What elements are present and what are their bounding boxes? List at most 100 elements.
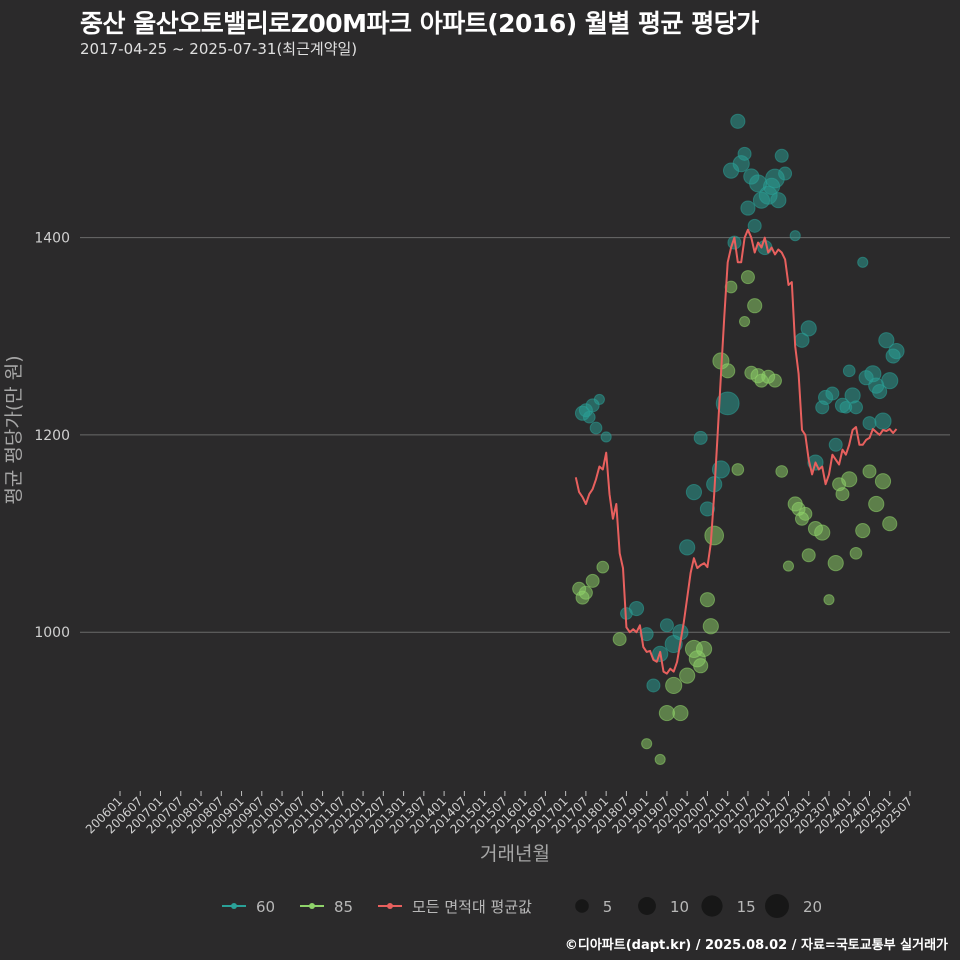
point-60 (628, 600, 645, 617)
point-85 (882, 516, 898, 532)
point-60 (685, 484, 703, 501)
point-85 (739, 315, 751, 328)
legend-size-label: 5 (603, 898, 613, 916)
point-60 (747, 218, 762, 233)
point-85 (775, 465, 789, 478)
point-85 (740, 270, 755, 285)
chart-subtitle: 2017-04-25 ~ 2025-07-31(최근계약일) (80, 40, 358, 58)
point-85 (672, 704, 689, 722)
point-85 (862, 464, 877, 479)
point-60 (659, 618, 674, 633)
point-60 (589, 421, 603, 435)
point-60 (582, 410, 596, 424)
point-85 (841, 471, 858, 488)
point-85 (855, 523, 871, 539)
chart-title: 중산 울산오토밸리로Z00M파크 아파트(2016) 월별 평균 평당가 (80, 9, 759, 38)
point-60 (699, 501, 716, 517)
point-60 (774, 148, 789, 163)
point-60 (757, 239, 773, 256)
x-axis-ticks: 2006012006072007012007072008012008072009… (83, 791, 915, 837)
x-axis-label: 거래년월 (480, 843, 550, 865)
point-85 (868, 495, 885, 513)
point-85 (695, 640, 713, 658)
point-60 (828, 437, 843, 452)
average-line (574, 228, 898, 675)
point-60 (872, 383, 888, 400)
point-60 (881, 372, 899, 390)
point-60 (800, 320, 817, 337)
point-85 (801, 548, 816, 563)
point-60 (600, 431, 612, 443)
point-85 (612, 632, 627, 647)
point-60 (789, 230, 801, 242)
point-85 (782, 560, 795, 572)
legend-key-dot-s85 (309, 903, 315, 909)
point-85 (585, 573, 600, 588)
source-credit: ©디아파트(dapt.kr) / 2025.08.02 / 자료=국토교통부 실… (564, 938, 948, 953)
point-60 (857, 256, 869, 268)
point-60 (874, 412, 892, 430)
point-60 (646, 678, 661, 693)
point-60 (878, 332, 895, 349)
legend-size-label: 20 (803, 898, 822, 916)
point-85 (654, 753, 666, 765)
legend-size-circle (575, 899, 589, 913)
point-85 (827, 555, 844, 572)
y-axis-ticks: 1000 1200 1400 (34, 231, 70, 642)
point-85 (835, 487, 850, 502)
point-85 (665, 676, 683, 695)
point-60 (778, 166, 793, 181)
chart-legend: 60 85 모든 면적대 평균값 5 10 15 20 (222, 894, 822, 918)
grid-lines (80, 237, 950, 633)
point-85 (693, 658, 709, 674)
point-85 (798, 506, 813, 521)
legend-label-s60: 60 (256, 898, 275, 916)
point-60 (740, 200, 756, 216)
point-85 (767, 373, 782, 388)
legend-label-s85: 85 (334, 898, 353, 916)
y-tick-label: 1000 (34, 625, 70, 641)
point-85 (814, 524, 831, 541)
point-60 (770, 192, 787, 209)
point-85 (699, 592, 716, 608)
point-60 (679, 539, 696, 556)
point-85 (849, 546, 863, 560)
point-85 (658, 704, 676, 722)
point-85 (720, 363, 736, 379)
legend-key-dot-s60 (231, 903, 237, 909)
point-85 (704, 525, 725, 546)
y-tick-label: 1200 (34, 428, 70, 444)
y-axis-label: 평균 평당가(만 원) (3, 355, 25, 504)
legend-label-avg: 모든 면적대 평균값 (412, 898, 532, 916)
point-60 (862, 416, 877, 431)
point-60 (825, 386, 840, 401)
point-60 (848, 400, 863, 415)
point-85 (679, 667, 696, 684)
series-60-points (574, 113, 905, 693)
legend-size-circle (701, 895, 723, 917)
point-60 (715, 391, 740, 416)
legend-size-circle (765, 894, 789, 918)
legend-size-label: 10 (670, 898, 689, 916)
legend-size-label: 15 (737, 898, 756, 916)
point-85 (874, 473, 892, 490)
point-85 (596, 560, 610, 574)
point-85 (747, 298, 763, 314)
point-85 (731, 463, 745, 476)
point-60 (730, 113, 746, 129)
point-85 (823, 594, 835, 606)
series-85-points (572, 270, 898, 765)
point-85 (702, 618, 719, 635)
average-line-layer (574, 228, 898, 675)
point-60 (693, 430, 708, 445)
point-60 (842, 364, 856, 378)
point-85 (641, 738, 653, 750)
point-60 (639, 627, 654, 642)
point-60 (593, 393, 605, 405)
legend-size-circle (638, 897, 656, 915)
point-60 (888, 342, 905, 360)
y-tick-label: 1400 (34, 231, 70, 247)
legend-key-dot-avg (387, 903, 393, 909)
